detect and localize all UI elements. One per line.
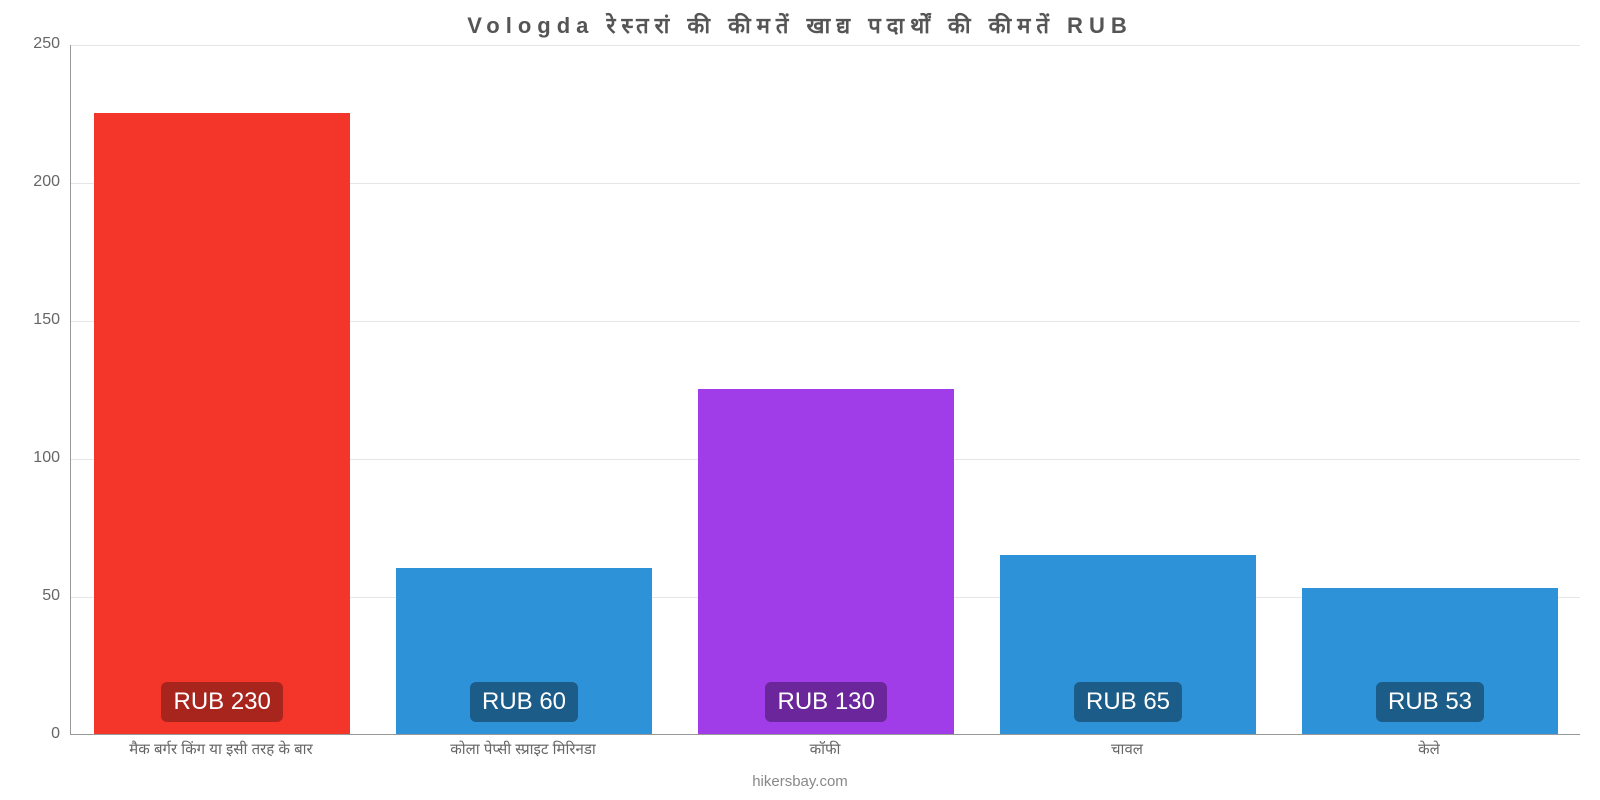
bar-value-label: RUB 230 [161,682,282,722]
bar: RUB 130 [698,389,955,734]
x-axis-label: कोला पेप्सी स्प्राइट मिरिनडा [372,739,674,759]
bar-value-label: RUB 53 [1376,682,1484,722]
bar-value-label: RUB 65 [1074,682,1182,722]
bar-value-label: RUB 130 [765,682,886,722]
x-axis-label: चावल [976,739,1278,759]
watermark: hikersbay.com [0,773,1600,790]
chart-title: Vologda रेस्तरां की कीमतें खाद्य पदार्थो… [0,10,1600,40]
bar: RUB 53 [1302,588,1559,734]
x-axis-label: केले [1278,739,1580,759]
y-tick-label: 250 [0,35,60,53]
bar-value-label: RUB 60 [470,682,578,722]
bars-layer: RUB 230 RUB 60 RUB 130 RUB 65 RUB 53 [71,45,1580,734]
x-axis-label: मैक बर्गर किंग या इसी तरह के बार [70,739,372,759]
y-tick-label: 100 [0,449,60,467]
bar: RUB 65 [1000,555,1257,734]
bar: RUB 60 [396,568,653,734]
y-tick-label: 50 [0,587,60,605]
y-tick-label: 0 [0,725,60,743]
x-axis-labels: मैक बर्गर किंग या इसी तरह के बारकोला पेप… [70,735,1580,765]
bar: RUB 230 [94,113,351,734]
chart-container: Vologda रेस्तरां की कीमतें खाद्य पदार्थो… [0,0,1600,800]
x-axis-label: कॉफी [674,739,976,759]
plot-area: RUB 230 RUB 60 RUB 130 RUB 65 RUB 53 [70,45,1580,735]
y-tick-label: 150 [0,311,60,329]
y-tick-label: 200 [0,173,60,191]
